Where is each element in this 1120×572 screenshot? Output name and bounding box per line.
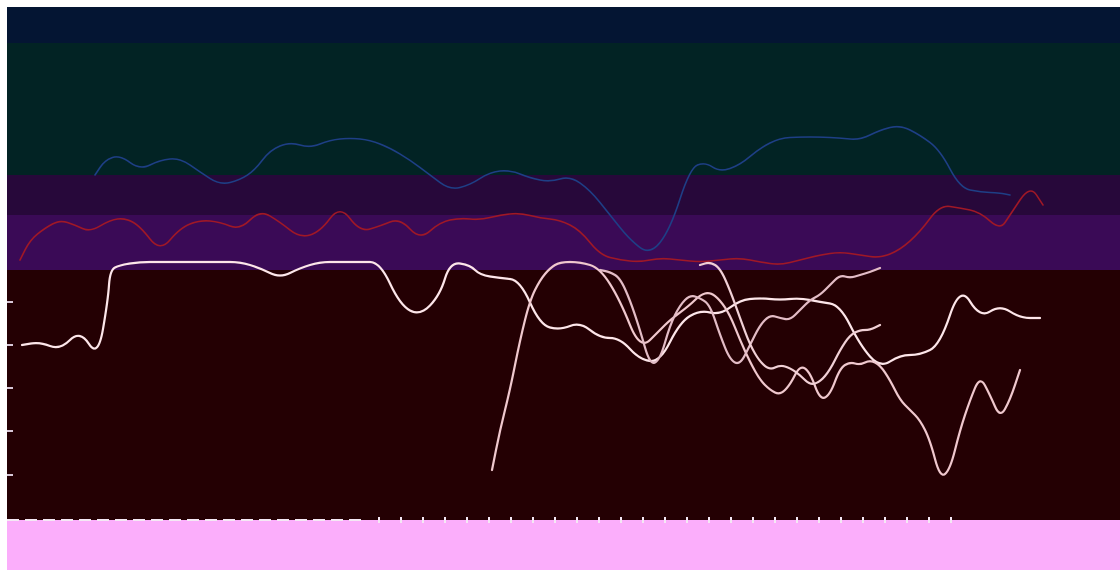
series-line-1	[94, 125, 1011, 252]
series-line-5	[598, 266, 882, 365]
series-line-2	[19, 190, 1044, 265]
line-chart	[7, 7, 1120, 570]
series-line-3	[20, 260, 1042, 365]
y-axis	[7, 301, 13, 476]
band-navy	[7, 7, 1120, 43]
band-maroon	[7, 270, 1120, 520]
band-violet	[7, 215, 1120, 270]
series-line-4	[490, 260, 1022, 476]
series-line-6	[698, 261, 882, 385]
band-purple	[7, 175, 1120, 215]
background-bands	[7, 7, 1120, 570]
chart-frame	[7, 7, 1120, 570]
band-pink	[7, 520, 1120, 570]
series-layer	[19, 125, 1044, 476]
x-axis	[7, 517, 952, 523]
band-teal	[7, 43, 1120, 175]
